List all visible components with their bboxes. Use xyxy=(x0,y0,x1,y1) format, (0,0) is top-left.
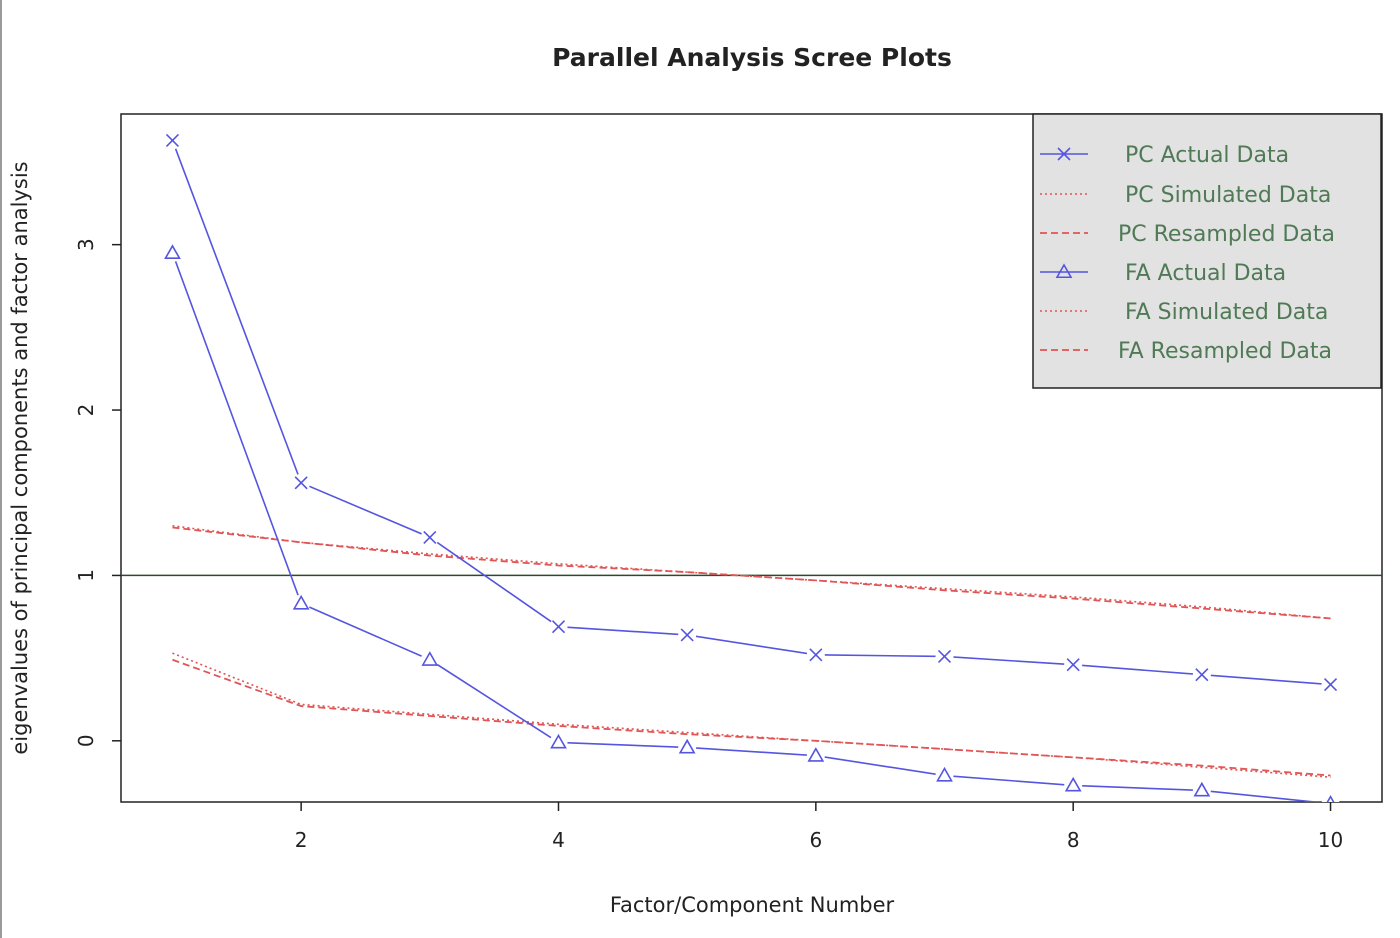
y-tick-label: 3 xyxy=(74,238,98,251)
cross-marker xyxy=(1057,147,1071,161)
triangle-marker xyxy=(1055,263,1073,279)
legend: PC Actual Data PC Simulated Data PC Resamp… xyxy=(1032,113,1382,389)
cross-stroke xyxy=(1195,668,1209,682)
legend-label: PC Resampled Data xyxy=(1118,222,1335,247)
cross-marker xyxy=(165,133,180,148)
x-tick-label: 4 xyxy=(552,828,565,852)
cross-marker xyxy=(937,649,952,664)
triangle-marker xyxy=(1064,776,1082,792)
chart-title: Parallel Analysis Scree Plots xyxy=(552,43,952,72)
legend-label: PC Simulated Data xyxy=(1125,183,1331,208)
cross-marker xyxy=(1323,678,1338,692)
x-tick-label: 8 xyxy=(1067,828,1080,852)
cross-stroke xyxy=(1066,658,1080,672)
triangle-marker xyxy=(1193,781,1211,797)
triangle-marker xyxy=(292,594,310,610)
cross-stroke xyxy=(551,620,566,634)
marker-gap xyxy=(1321,794,1340,802)
y-tick-label: 0 xyxy=(74,734,98,747)
cross-stroke xyxy=(1323,678,1338,692)
triangle-marker xyxy=(164,244,181,259)
x-tick-label: 6 xyxy=(809,828,822,852)
x-tick-label: 10 xyxy=(1318,828,1343,852)
legend-label: FA Resampled Data xyxy=(1118,339,1332,364)
y-tick-label: 1 xyxy=(74,569,98,582)
plot-frame xyxy=(120,113,1383,803)
y-tick-label: 2 xyxy=(74,404,98,417)
triangle-marker xyxy=(421,651,439,666)
cross-stroke xyxy=(680,628,694,642)
cross-marker xyxy=(294,476,308,490)
cross-marker xyxy=(1195,668,1209,682)
cross-stroke xyxy=(1057,147,1071,161)
legend-box xyxy=(1032,113,1382,389)
triangle-marker xyxy=(936,766,953,782)
legend-label: FA Simulated Data xyxy=(1125,300,1328,325)
cross-stroke xyxy=(937,649,952,664)
legend-label: FA Actual Data xyxy=(1125,261,1286,286)
cross-marker xyxy=(423,530,437,544)
cross-stroke xyxy=(423,530,437,544)
series-group xyxy=(163,131,1340,802)
cross-marker xyxy=(551,620,566,634)
triangle-marker xyxy=(807,747,825,762)
series-line xyxy=(171,140,1331,686)
x-axis-label: Factor/Component Number xyxy=(610,893,895,917)
x-tick-label: 2 xyxy=(295,828,308,852)
cross-marker xyxy=(1066,658,1080,672)
cross-stroke xyxy=(809,648,823,662)
series-line xyxy=(172,525,1331,620)
legend-label: PC Actual Data xyxy=(1125,143,1289,168)
plot-layer: 2 4 6 8 10 0 1 2 3 xyxy=(74,113,1383,852)
left-border xyxy=(0,0,2,938)
series-line xyxy=(171,252,1323,802)
series-line xyxy=(172,658,1331,777)
y-axis-label: eigenvalues of principal components and … xyxy=(8,161,32,754)
cross-stroke xyxy=(294,476,308,490)
cross-marker xyxy=(809,648,823,662)
series-line xyxy=(172,526,1331,620)
triangle-marker xyxy=(678,738,696,754)
cross-stroke xyxy=(165,133,180,148)
cross-marker xyxy=(680,628,694,642)
triangle-marker xyxy=(550,733,567,749)
